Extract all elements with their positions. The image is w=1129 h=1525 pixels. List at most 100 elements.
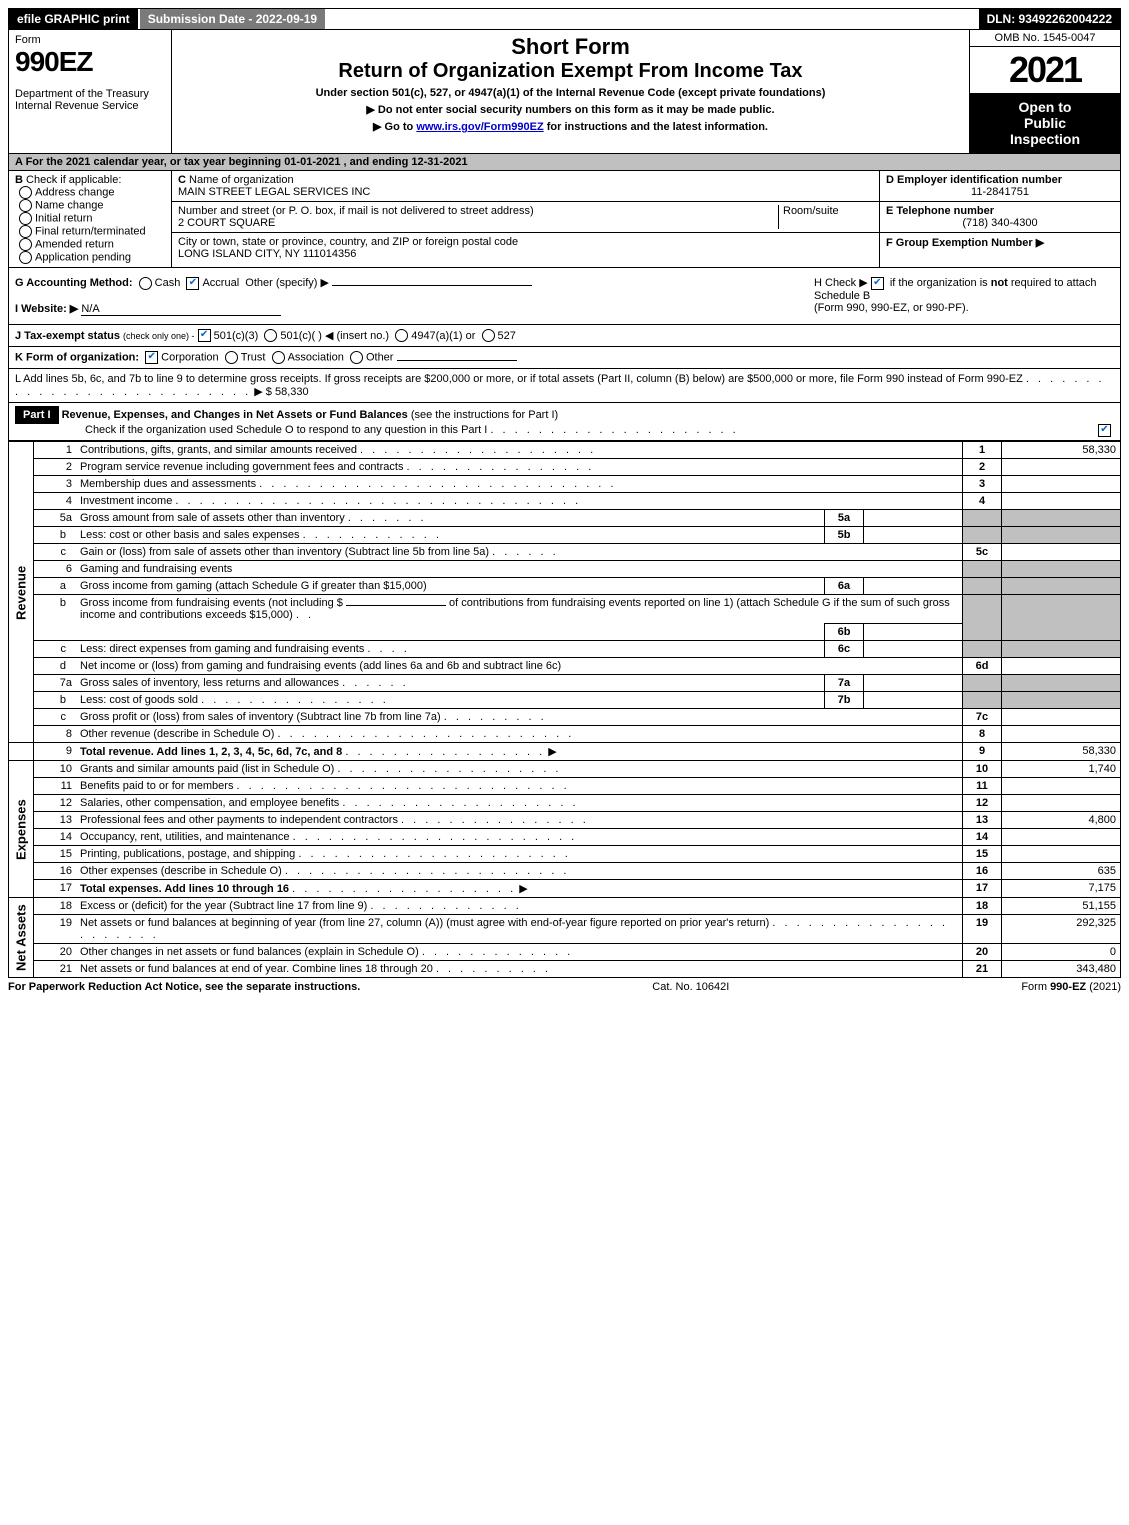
row-10: Expenses 10 Grants and similar amounts p… [9,761,1121,778]
form-id-block: Form 990EZ Department of the Treasury In… [9,30,172,153]
row-4: 4 Investment income . . . . . . . . . . … [9,493,1121,510]
chk-amended-return[interactable]: Amended return [19,238,165,251]
chk-address-change[interactable]: Address change [19,186,165,199]
row-1: Revenue 1 Contributions, gifts, grants, … [9,442,1121,459]
h-not: not [991,277,1008,289]
row-6b: b Gross income from fundraising events (… [9,595,1121,624]
irs-label: Internal Revenue Service [15,100,165,112]
row-21: 21 Net assets or fund balances at end of… [9,961,1121,978]
part1-check-text: Check if the organization used Schedule … [85,424,487,436]
form-word: Form [15,34,165,46]
room-suite-label: Room/suite [783,205,839,217]
radio-cash[interactable] [139,277,152,290]
chk-501c3[interactable] [198,329,211,342]
row-13: 13 Professional fees and other payments … [9,812,1121,829]
top-bar: efile GRAPHIC print Submission Date - 20… [8,8,1121,30]
section-k: K Form of organization: Corporation Trus… [8,347,1121,369]
note-goto-post: for instructions and the latest informat… [547,121,768,133]
org-city: LONG ISLAND CITY, NY 111014356 [178,248,356,260]
submission-date: Submission Date - 2022-09-19 [138,9,327,29]
chk-initial-return[interactable]: Initial return [19,212,165,225]
chk-schedule-b[interactable] [871,277,884,290]
row-6: 6 Gaming and fundraising events [9,561,1121,578]
phone-value: (718) 340-4300 [886,217,1114,229]
form-header: Form 990EZ Department of the Treasury In… [8,30,1121,154]
efile-label[interactable]: efile GRAPHIC print [9,9,138,29]
row-5c: c Gain or (loss) from sale of assets oth… [9,544,1121,561]
footer-right: Form 990-EZ (2021) [1021,981,1121,993]
row-20: 20 Other changes in net assets or fund b… [9,944,1121,961]
e-label: E Telephone number [886,205,994,217]
j-o2: 501(c)( ) ◀ (insert no.) [280,330,389,342]
j-o3: 4947(a)(1) or [411,330,475,342]
row-16: 16 Other expenses (describe in Schedule … [9,863,1121,880]
radio-501c[interactable] [264,329,277,342]
open-to-public: Open to Public Inspection [970,93,1120,153]
page-footer: For Paperwork Reduction Act Notice, see … [8,978,1121,996]
row-2: 2 Program service revenue including gove… [9,459,1121,476]
c-city-label: City or town, state or province, country… [178,236,518,248]
row-9: 9 Total revenue. Add lines 1, 2, 3, 4, 5… [9,743,1121,761]
chk-final-return[interactable]: Final return/terminated [19,225,165,238]
chk-schedule-o[interactable] [1098,424,1111,437]
section-g: G Accounting Method: Cash Accrual Other … [9,268,808,324]
chk-corporation[interactable] [145,351,158,364]
form-title-block: Short Form Return of Organization Exempt… [172,30,969,153]
chk-application-pending[interactable]: Application pending [19,251,165,264]
k-o4: Other [366,352,394,364]
vert-net-assets: Net Assets [9,898,34,978]
radio-association[interactable] [272,351,285,364]
part1-header: Part I Revenue, Expenses, and Changes in… [8,403,1121,441]
f-label: F Group Exemption Number ▶ [886,237,1044,249]
row-7c: c Gross profit or (loss) from sales of i… [9,709,1121,726]
row-14: 14 Occupancy, rent, utilities, and maint… [9,829,1121,846]
section-l: L Add lines 5b, 6c, and 7b to line 9 to … [8,369,1121,403]
row-8: 8 Other revenue (describe in Schedule O)… [9,726,1121,743]
ein-value: 11-2841751 [886,186,1114,198]
g-other-line[interactable] [332,285,532,286]
section-j: J Tax-exempt status (check only one) - 5… [8,325,1121,348]
h-text4: (Form 990, 990-EZ, or 990-PF). [814,302,969,314]
note-goto-pre: ▶ Go to [373,121,416,133]
footer-left: For Paperwork Reduction Act Notice, see … [8,981,360,993]
c-name-label: Name of organization [189,174,294,186]
line6b-blank [346,605,446,606]
irs-link[interactable]: www.irs.gov/Form990EZ [416,121,543,133]
b-label: B [15,174,23,186]
inspect1: Open to [1019,99,1072,115]
sections-bcdef: B Check if applicable: Address change Na… [8,171,1121,268]
inspect2: Public [1024,115,1066,131]
l-amount: ▶ $ 58,330 [254,386,308,398]
row-6c: c Less: direct expenses from gaming and … [9,641,1121,658]
top-spacer [327,9,978,29]
j-o1: 501(c)(3) [214,330,259,342]
b-heading: Check if applicable: [26,174,121,186]
row-12: 12 Salaries, other compensation, and emp… [9,795,1121,812]
k-o2: Trust [241,352,266,364]
chk-name-change[interactable]: Name change [19,199,165,212]
dept-label: Department of the Treasury [15,88,165,100]
g-cash: Cash [155,277,181,289]
g-other: Other (specify) ▶ [245,277,329,289]
form-number: 990EZ [15,46,93,77]
dln-label: DLN: 93492262004222 [979,9,1120,29]
row-6a: a Gross income from gaming (attach Sched… [9,578,1121,595]
row-7a: 7a Gross sales of inventory, less return… [9,675,1121,692]
d-label: D Employer identification number [886,174,1062,186]
part1-title: Revenue, Expenses, and Changes in Net As… [62,409,408,421]
radio-527[interactable] [482,329,495,342]
radio-other-org[interactable] [350,351,363,364]
vert-revenue: Revenue [9,442,34,743]
section-c: C Name of organization MAIN STREET LEGAL… [172,171,879,267]
k-other-line[interactable] [397,360,517,361]
section-h: H Check ▶ if the organization is not req… [808,268,1120,324]
row-5b: b Less: cost or other basis and sales ex… [9,527,1121,544]
org-name: MAIN STREET LEGAL SERVICES INC [178,186,370,198]
row-15: 15 Printing, publications, postage, and … [9,846,1121,863]
chk-accrual[interactable] [186,277,199,290]
radio-trust[interactable] [225,351,238,364]
subtitle: Under section 501(c), 527, or 4947(a)(1)… [178,87,963,99]
form-year-block: OMB No. 1545-0047 2021 Open to Public In… [969,30,1120,153]
part1-label: Part I [15,406,59,424]
radio-4947[interactable] [395,329,408,342]
